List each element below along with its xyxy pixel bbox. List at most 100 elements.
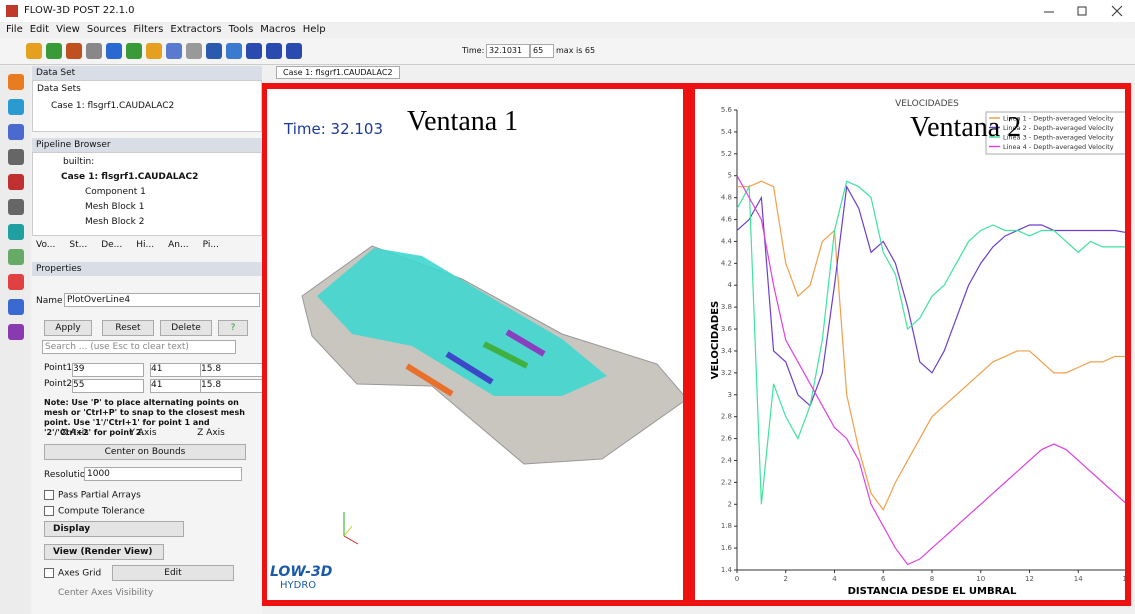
window-label: Ventana 1	[407, 106, 518, 137]
panel-header: Pipeline Browser	[32, 138, 262, 152]
strip-icon[interactable]	[8, 99, 24, 115]
tree-item[interactable]: Case 1: flsgrf1.CAUDALAC2	[61, 172, 198, 182]
panel-tabs: Vo... St... De... Hi... An... Pi...	[32, 240, 219, 250]
menu-item[interactable]: Tools	[229, 24, 254, 36]
menu-item[interactable]: View	[56, 24, 80, 36]
tool-icon[interactable]	[106, 43, 122, 59]
tree-item[interactable]: builtin:	[63, 157, 94, 167]
strip-icon[interactable]	[8, 74, 24, 90]
y-tick-label: 3	[728, 391, 732, 399]
center-button[interactable]: Center on Bounds	[44, 444, 246, 460]
point-input[interactable]: 39	[72, 363, 144, 377]
tool-icon[interactable]	[226, 43, 242, 59]
strip-icon[interactable]	[8, 299, 24, 315]
panel-tab[interactable]: An...	[168, 240, 188, 250]
reset-button[interactable]: Reset	[102, 320, 154, 336]
point-label: Point2	[44, 379, 70, 391]
panel-tab[interactable]: Pi...	[203, 240, 219, 250]
display-section[interactable]: Display	[44, 521, 184, 537]
toolbar: Time: 32.1031 65 max is 65	[0, 38, 1135, 65]
panel-tab[interactable]: De...	[101, 240, 122, 250]
tool-icon[interactable]	[46, 43, 62, 59]
tree-item[interactable]: Mesh Block 1	[85, 202, 144, 212]
view-section[interactable]: View (Render View)	[44, 544, 164, 560]
window-controls[interactable]	[1040, 4, 1130, 18]
name-label: Name	[36, 296, 63, 306]
tree-item[interactable]: Mesh Block 2	[85, 217, 144, 227]
x-tick-label: 12	[1025, 575, 1034, 583]
dataset-item[interactable]: Case 1: flsgrf1.CAUDALAC2	[51, 101, 174, 111]
max-label: max is 65	[556, 46, 595, 55]
tool-icon[interactable]	[66, 43, 82, 59]
checkbox[interactable]	[44, 568, 54, 578]
tool-icon[interactable]	[86, 43, 102, 59]
help-button[interactable]: ?	[218, 320, 248, 336]
checkbox[interactable]	[44, 490, 54, 500]
search-input[interactable]: Search ... (use Esc to clear text)	[42, 340, 236, 354]
y-tick-label: 2.8	[721, 413, 732, 421]
strip-icon[interactable]	[8, 149, 24, 165]
y-tick-label: 5.2	[721, 150, 732, 158]
strip-icon[interactable]	[8, 224, 24, 240]
time-label: Time:	[462, 46, 484, 55]
y-tick-label: 1.4	[721, 566, 733, 574]
menu-item[interactable]: Extractors	[170, 24, 221, 36]
y-tick-label: 3.2	[721, 369, 732, 377]
tree-item[interactable]: Component 1	[85, 187, 146, 197]
logo: LOW-3D	[270, 564, 332, 580]
tool-icon[interactable]	[206, 43, 222, 59]
resolution-input[interactable]: 1000	[84, 467, 242, 481]
y-tick-label: 2.6	[721, 435, 733, 443]
tool-icon[interactable]	[166, 43, 182, 59]
tool-icon[interactable]	[126, 43, 142, 59]
strip-icon[interactable]	[8, 324, 24, 340]
tool-icon[interactable]	[146, 43, 162, 59]
tool-icon[interactable]	[26, 43, 42, 59]
strip-icon[interactable]	[8, 274, 24, 290]
dataset-heading: Data Sets	[37, 84, 81, 94]
strip-icon[interactable]	[8, 124, 24, 140]
pipeline-tree: builtin: Case 1: flsgrf1.CAUDALAC2 Compone…	[32, 152, 262, 236]
checkbox[interactable]	[44, 506, 54, 516]
tool-icon[interactable]	[246, 43, 262, 59]
edit-button[interactable]: Edit	[112, 565, 234, 581]
axis-button[interactable]: Z Axis	[180, 428, 242, 438]
panel-tab[interactable]: Vo...	[36, 240, 55, 250]
panel-tab[interactable]: St...	[69, 240, 87, 250]
menu-item[interactable]: File	[6, 24, 23, 36]
tool-icon[interactable]	[286, 43, 302, 59]
menu-item[interactable]: Help	[303, 24, 326, 36]
logo-sub: HYDRO	[280, 580, 316, 591]
strip-icon[interactable]	[8, 249, 24, 265]
x-axis-label: DISTANCIA DESDE EL UMBRAL	[848, 586, 1017, 597]
y-tick-label: 5.6	[721, 106, 733, 114]
icon-strip	[0, 66, 30, 614]
check-label: Axes Grid	[58, 569, 101, 579]
delete-button[interactable]: Delete	[160, 320, 212, 336]
time-input[interactable]: 32.1031	[486, 44, 530, 58]
menu-item[interactable]: Edit	[30, 24, 49, 36]
tool-icon[interactable]	[186, 43, 202, 59]
strip-icon[interactable]	[8, 174, 24, 190]
y-tick-label: 4.4	[721, 237, 733, 245]
menu-item[interactable]: Sources	[87, 24, 127, 36]
axis-button[interactable]: X Axis	[44, 428, 106, 438]
menu-item[interactable]: Macros	[260, 24, 295, 36]
window-label: Ventana 2	[910, 112, 1021, 143]
step-input[interactable]: 65	[530, 44, 554, 58]
check-label: Pass Partial Arrays	[58, 491, 141, 501]
toolbar-icons	[26, 43, 302, 59]
point-input[interactable]: 55	[72, 379, 144, 393]
panel-tab[interactable]: Hi...	[136, 240, 154, 250]
menu-item[interactable]: Filters	[133, 24, 163, 36]
point-label: Point1	[44, 363, 70, 375]
name-input[interactable]: PlotOverLine4	[64, 293, 260, 307]
axis-button[interactable]: Y Axis	[112, 428, 174, 438]
time-text: Time: 32.103	[283, 120, 383, 138]
menu-bar: File Edit View Sources Filters Extractors Tool…	[6, 24, 326, 36]
strip-icon[interactable]	[8, 199, 24, 215]
apply-button[interactable]: Apply	[44, 320, 92, 336]
tool-icon[interactable]	[266, 43, 282, 59]
y-tick-label: 5	[728, 172, 732, 180]
y-axis-label: VELOCIDADES	[710, 301, 721, 380]
